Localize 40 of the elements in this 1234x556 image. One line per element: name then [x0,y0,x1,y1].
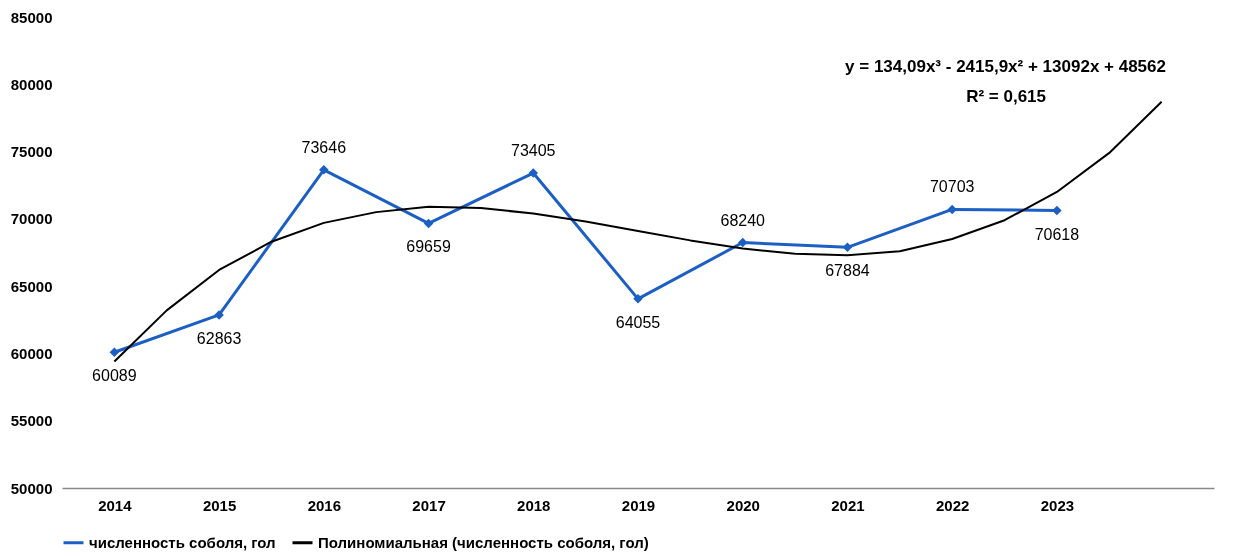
data-label: 73646 [301,138,347,156]
x-tick-label: 2015 [202,496,237,514]
data-label: 70703 [929,178,975,196]
y-tick-label: 50000 [10,479,53,497]
annotation: R² = 0,615 [966,87,1046,106]
data-label: 70618 [1034,225,1080,243]
data-label: 60089 [92,367,137,385]
data-label: 67884 [825,262,870,280]
legend-label: численность соболя, гол [89,533,276,551]
y-tick-label: 80000 [10,75,53,93]
x-tick-label: 2022 [935,496,970,514]
y-tick-label: 55000 [10,412,53,430]
legend-label: Полиномиальная (численность соболя, гол) [318,533,649,551]
data-label: 73405 [511,142,556,160]
annotation: y = 134,09x³ - 2415,9x² + 13092x + 48562 [845,57,1166,76]
point [319,165,329,175]
x-tick-label: 2017 [412,496,446,514]
point [1052,205,1062,216]
y-tick-label: 70000 [10,210,53,228]
x-tick-label: 2021 [831,496,865,514]
x-tick-label: 2023 [1040,496,1075,514]
point [947,204,957,215]
y-tick-label: 85000 [10,8,53,26]
y-tick-label: 75000 [10,143,53,161]
point [528,168,539,178]
point [109,347,120,357]
x-tick-label: 2019 [621,496,656,514]
data-label: 69659 [406,238,451,256]
x-tick-label: 2016 [307,496,342,514]
x-tick-label: 2014 [98,496,133,514]
x-tick-label: 2018 [517,496,551,514]
data-label: 68240 [720,211,766,229]
data-label: 62863 [196,329,242,347]
data-label: 64055 [615,313,661,331]
point [737,237,748,248]
y-tick-label: 65000 [10,277,53,295]
point [423,218,434,229]
y-tick-label: 60000 [10,344,53,362]
x-tick-label: 2020 [726,496,760,514]
point [842,242,853,253]
